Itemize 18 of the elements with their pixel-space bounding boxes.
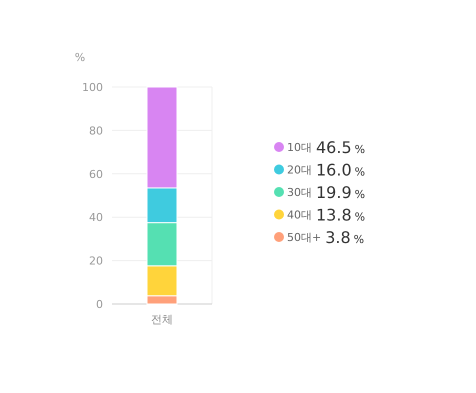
text: 16.0 % [316, 160, 366, 180]
legend-label: 10대 [287, 141, 312, 154]
y-tick-label: 100 [82, 81, 103, 94]
y-tick-label: 60 [89, 168, 103, 181]
legend-label: 50대+ [287, 231, 322, 244]
y-tick-label: 0 [96, 298, 103, 311]
legend-label: 40대 [287, 208, 312, 222]
x-tick-label: 전체 [151, 313, 173, 326]
y-axis-title: % [74, 51, 86, 64]
text: 13.8 % [316, 206, 366, 224]
text: 19.9 % [316, 183, 366, 202]
y-tick-label: 20 [89, 254, 103, 268]
y-tick-label: 80 [89, 124, 103, 138]
text: 46.5 % [316, 138, 366, 157]
legend-label: 30대 [287, 186, 312, 199]
legend-label: 20대 [287, 164, 312, 176]
text: 3.8 % [325, 228, 364, 247]
y-tick-label: 40 [89, 211, 103, 224]
